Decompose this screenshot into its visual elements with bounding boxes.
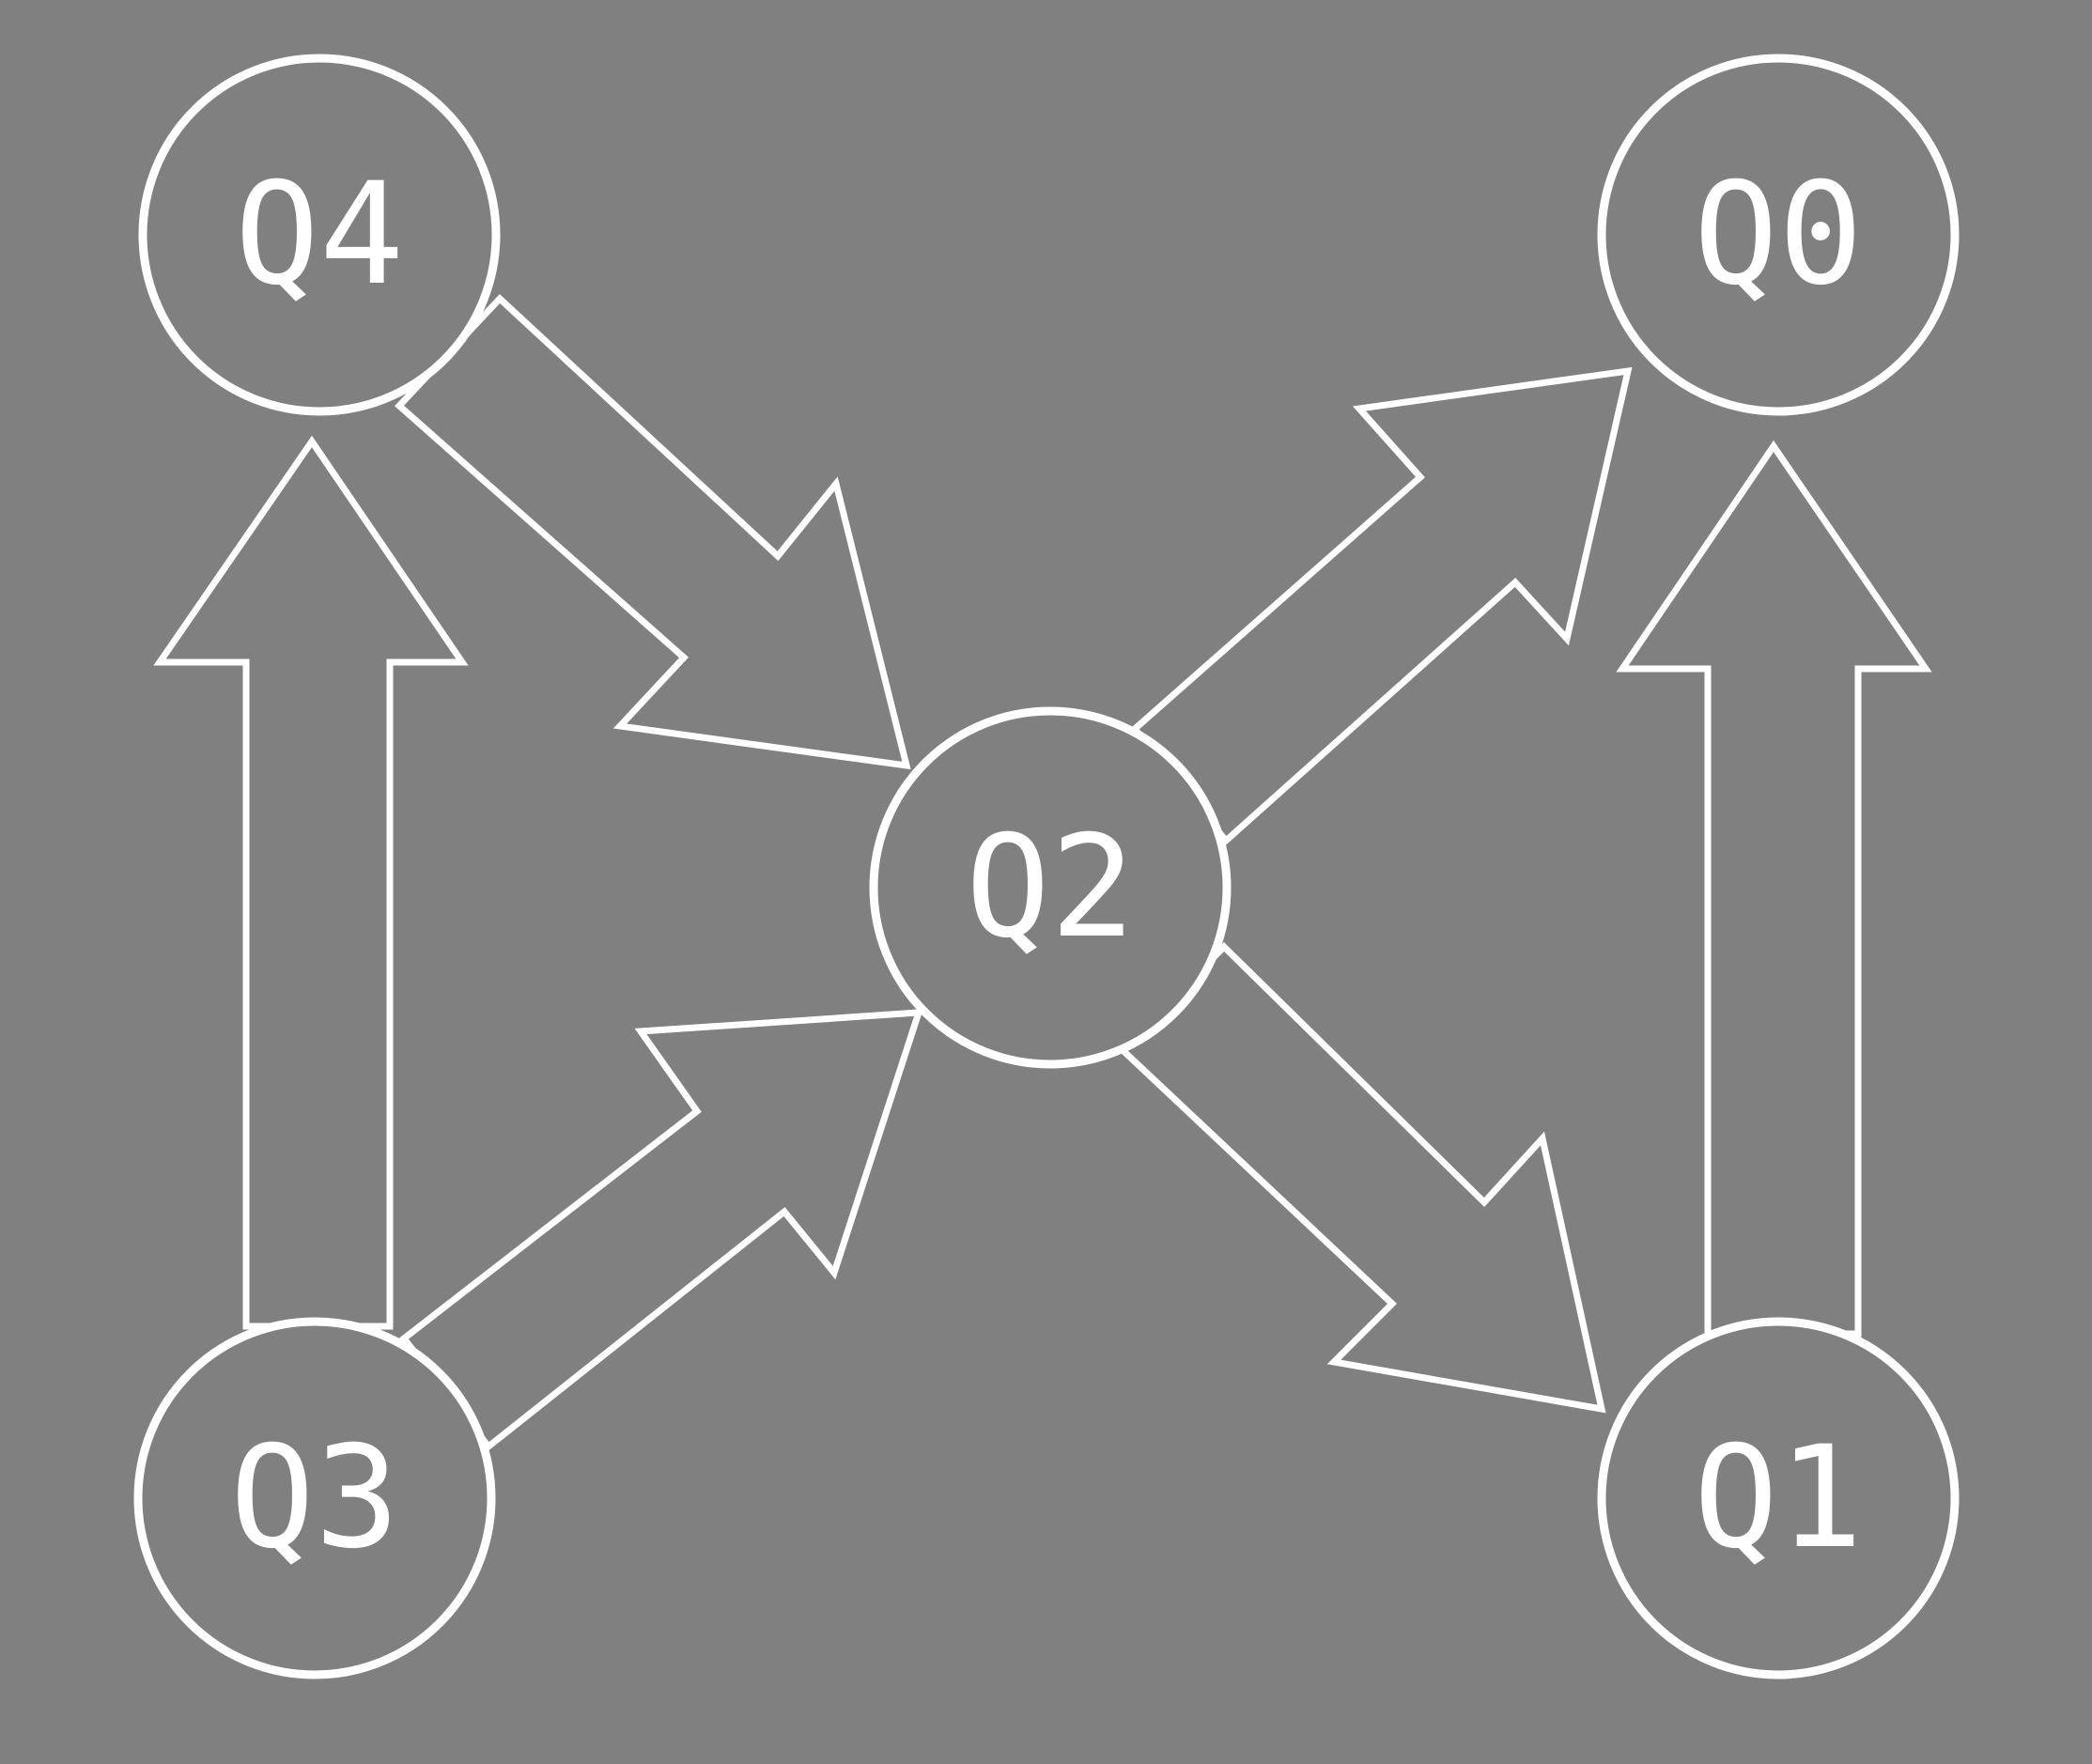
node-q3: Q3: [133, 1317, 496, 1679]
node-q2-circle: [869, 706, 1232, 1069]
edge-q1-to-q0: [1616, 440, 1932, 1338]
node-q1-label: Q1: [1694, 1416, 1864, 1580]
node-q4: Q4: [138, 54, 501, 416]
node-q2-label: Q2: [966, 806, 1136, 969]
node-q0: Q0: [1597, 54, 1960, 416]
node-q1: Q1: [1597, 1317, 1960, 1679]
node-q4-label: Q4: [235, 153, 405, 317]
node-q1-circle: [1597, 1317, 1960, 1679]
node-q2: Q2: [869, 706, 1232, 1069]
edge-q2-to-q0: [1130, 366, 1633, 846]
edge-q4-to-q2: [394, 294, 911, 770]
edges: [153, 294, 1932, 1451]
node-q0-circle: [1597, 54, 1960, 416]
edge-q2-to-q1: [1117, 942, 1606, 1414]
edge-q3-to-q2: [399, 1009, 923, 1451]
edge-q3-to-q4: [153, 435, 469, 1330]
node-q0-label: Q0: [1694, 153, 1864, 317]
node-q4-circle: [138, 54, 501, 416]
node-q3-circle: [133, 1317, 496, 1679]
node-q3-label: Q3: [230, 1416, 400, 1580]
